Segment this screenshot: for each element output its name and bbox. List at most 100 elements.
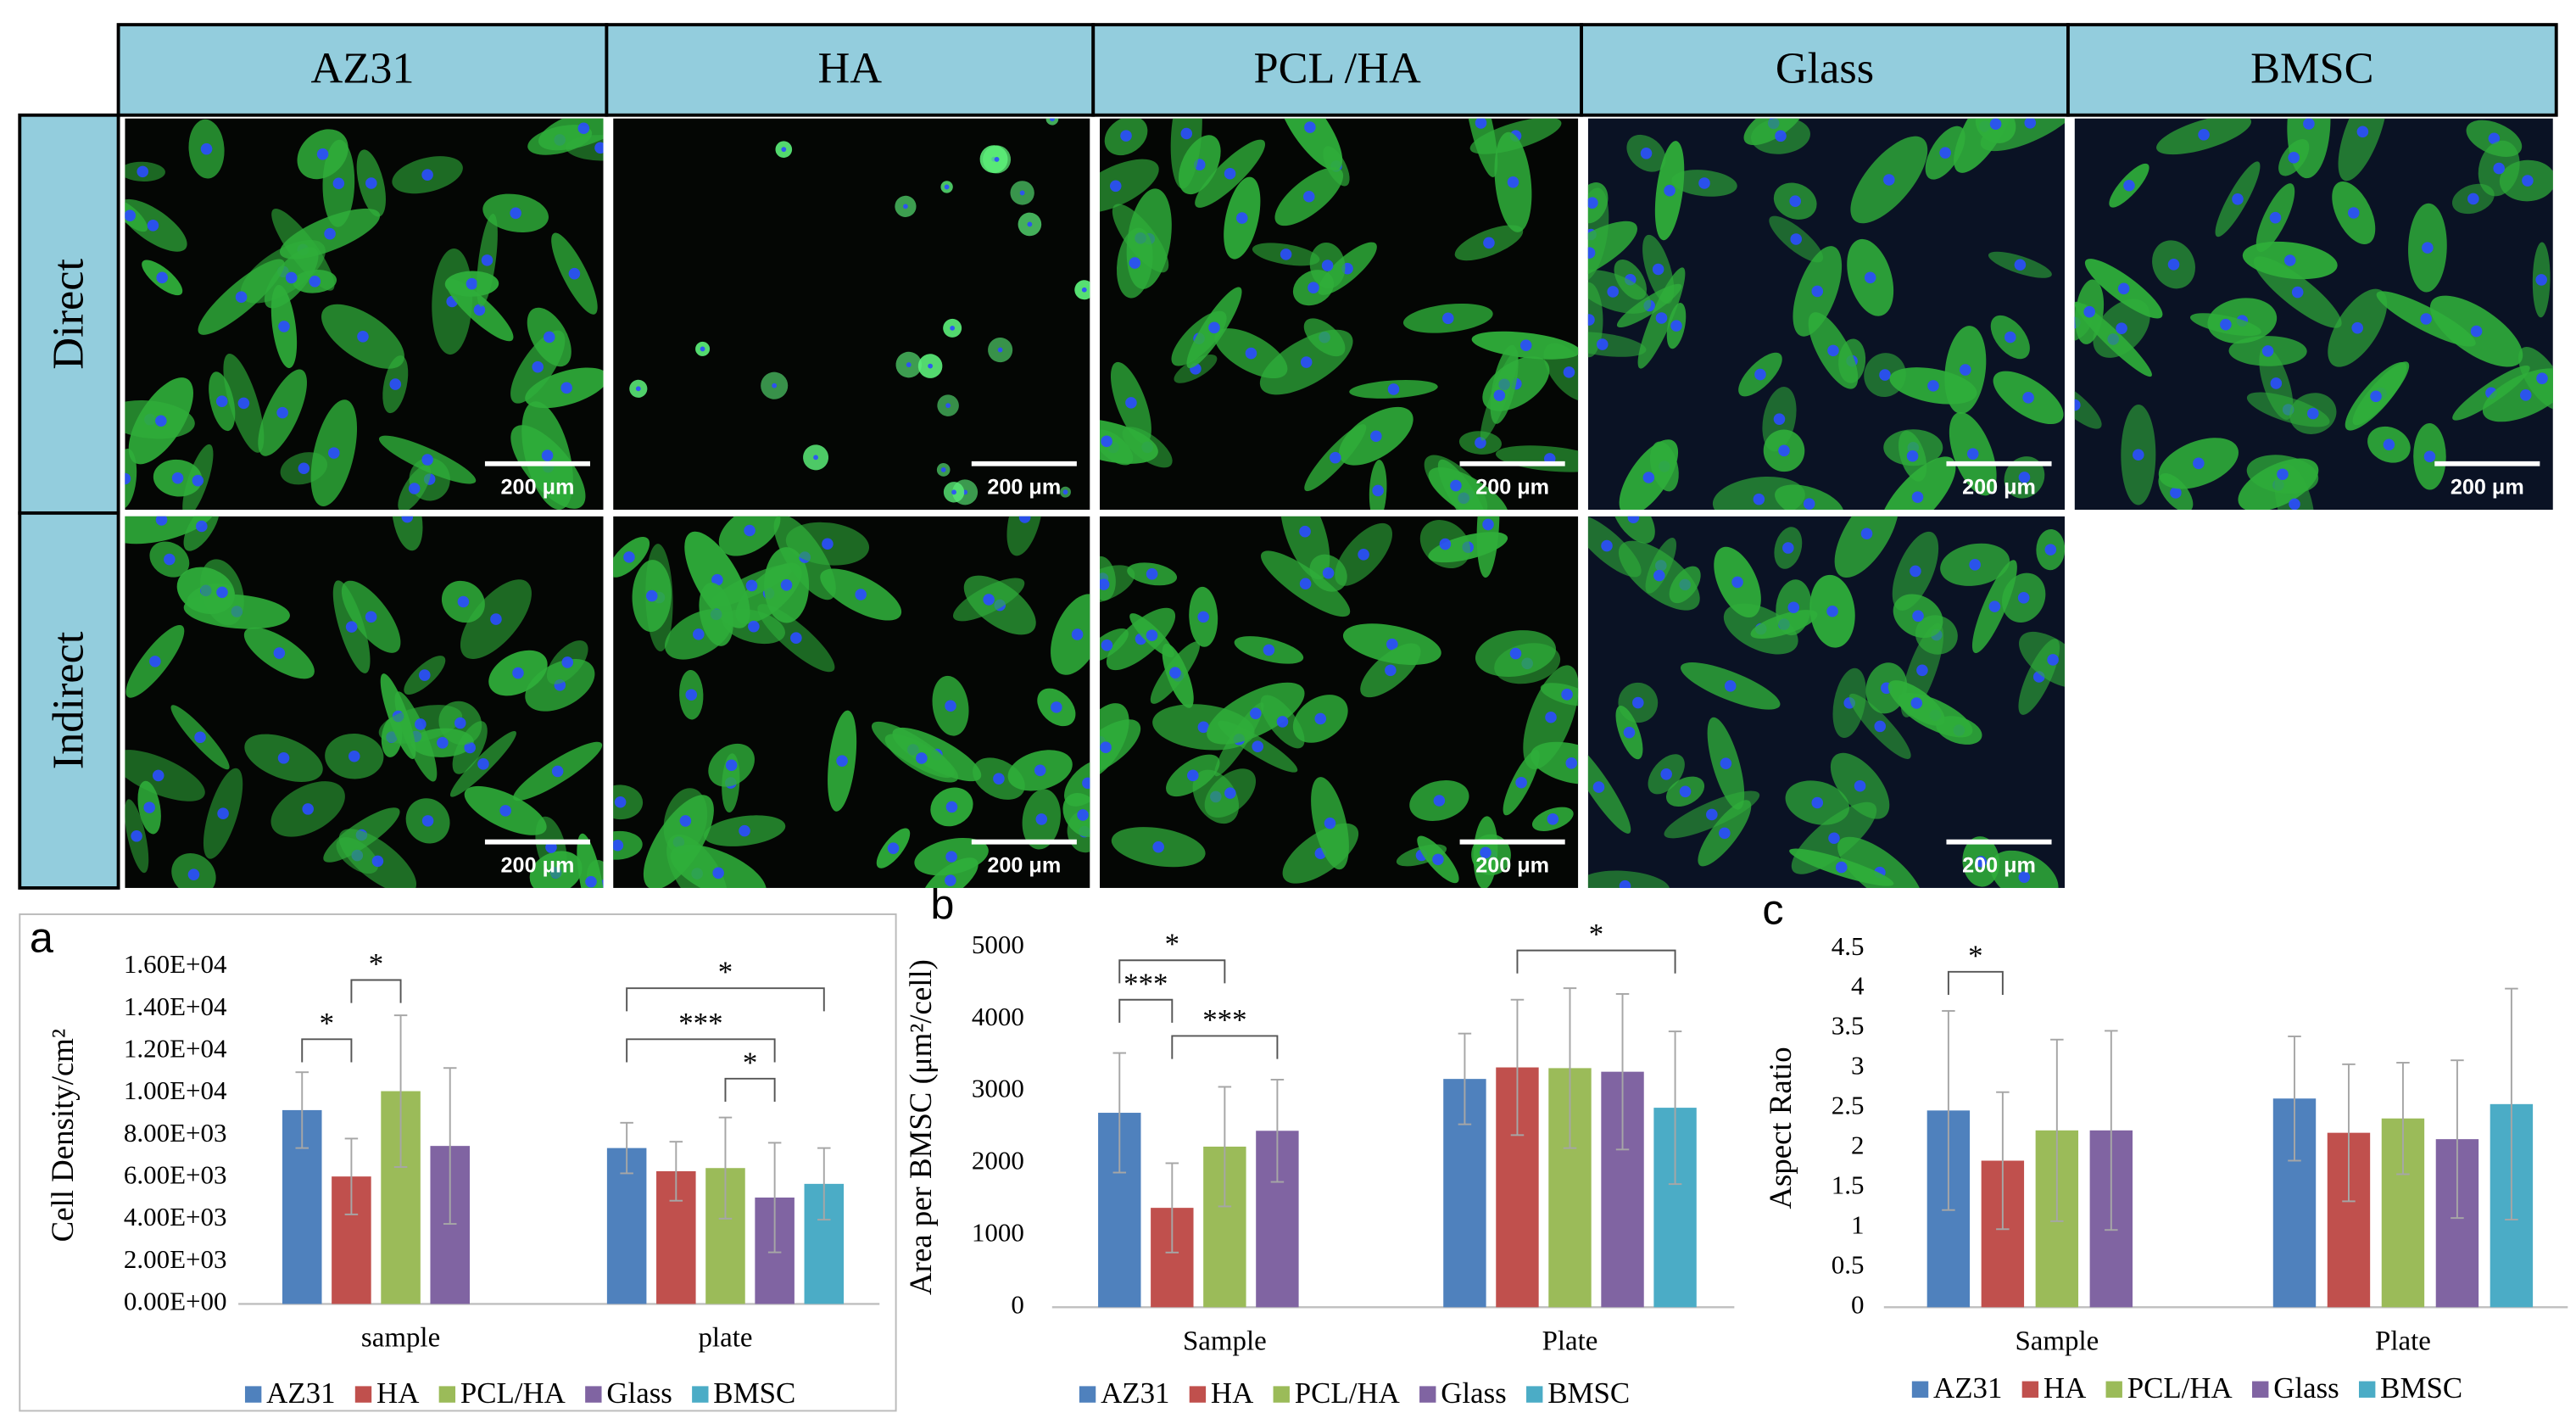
nucleus	[1545, 711, 1557, 723]
nucleus	[2123, 179, 2135, 192]
column-label: PCL /HA	[1254, 43, 1421, 92]
nucleus	[645, 589, 658, 602]
nucleus	[1607, 286, 1619, 298]
nucleus	[457, 595, 470, 608]
nucleus	[1778, 444, 1790, 457]
nucleus	[2383, 438, 2395, 451]
nucleus	[2351, 321, 2364, 334]
nucleus	[1653, 569, 1665, 582]
nucleus	[2024, 118, 2037, 129]
y-axis-label: Area per BMSC (μm²/cell)	[903, 959, 938, 1295]
significance-label: ***	[678, 1007, 722, 1040]
y-tick-label: 3000	[972, 1074, 1024, 1103]
nucleus	[744, 524, 756, 537]
nucleus	[635, 386, 641, 392]
nucleus	[1883, 174, 1895, 186]
error-bar	[620, 1121, 633, 1175]
nucleus	[365, 177, 377, 189]
nucleus	[437, 736, 449, 749]
legend-swatch	[2252, 1381, 2269, 1398]
nucleus	[512, 667, 524, 679]
significance-label: *	[743, 1046, 757, 1079]
nucleus	[155, 415, 167, 427]
nucleus	[945, 403, 951, 409]
nucleus	[2232, 193, 2244, 205]
nucleus	[1596, 338, 1609, 350]
nucleus	[1329, 451, 1341, 464]
nucleus	[1018, 516, 1031, 523]
y-tick-label: 2000	[972, 1146, 1024, 1175]
nucleus	[332, 177, 345, 190]
nucleus	[2536, 372, 2548, 384]
nucleus	[1910, 565, 1921, 578]
error-bar	[1996, 1091, 2010, 1231]
nucleus	[1773, 413, 1786, 425]
nucleus	[1101, 639, 1113, 651]
nucleus	[1386, 638, 1398, 651]
y-tick-label: 0.00E+00	[124, 1287, 227, 1316]
nucleus	[928, 363, 934, 369]
legend-label: PCL/HA	[2127, 1371, 2233, 1404]
nucleus	[1989, 118, 2002, 130]
nucleus	[613, 839, 624, 852]
nucleus	[2347, 207, 2360, 219]
nucleus	[1587, 247, 1596, 259]
scale-bar-label: 200 μm	[2451, 475, 2524, 499]
significance-label: *	[369, 947, 383, 980]
y-tick-label: 1.5	[1832, 1170, 1865, 1200]
nucleus	[464, 741, 476, 754]
error-bar	[1942, 1009, 1955, 1211]
nucleus	[1250, 707, 1262, 719]
legend-label: HA	[376, 1377, 419, 1410]
nucleus	[997, 347, 1003, 353]
micrograph: 200 μm	[1100, 516, 1579, 888]
error-bar	[295, 1071, 309, 1149]
micrograph: 200 μm	[125, 516, 604, 888]
nucleus	[1988, 600, 2001, 612]
nucleus	[813, 455, 818, 461]
nucleus	[1640, 147, 1653, 159]
nucleus	[679, 815, 692, 827]
nucleus	[1698, 177, 1710, 189]
nucleus	[2018, 871, 2031, 883]
y-tick-label: 4.00E+03	[124, 1202, 227, 1231]
micrograph: 200 μm	[1100, 118, 1579, 511]
nucleus	[278, 321, 290, 332]
nucleus	[2522, 175, 2534, 187]
nucleus	[945, 700, 956, 712]
nucleus	[149, 656, 161, 667]
nucleus	[348, 750, 360, 762]
nucleus	[196, 520, 208, 533]
error-bar	[2342, 1063, 2356, 1203]
error-bar	[767, 1142, 782, 1254]
nucleus	[1632, 696, 1644, 709]
nucleus	[1480, 846, 1492, 859]
nucleus	[1101, 435, 1112, 448]
header-cell	[605, 23, 1096, 117]
nucleus	[1475, 118, 1487, 129]
nucleus	[2014, 259, 2027, 271]
nucleus	[2519, 389, 2532, 401]
nucleus	[916, 752, 928, 764]
nucleus	[1019, 190, 1025, 196]
nucleus	[1252, 740, 1264, 753]
nucleus	[454, 717, 466, 729]
legend-label: BMSC	[713, 1377, 795, 1410]
nucleus	[1587, 197, 1598, 209]
nucleus	[510, 207, 521, 220]
legend-label: PCL/HA	[460, 1377, 566, 1410]
nucleus	[1385, 664, 1397, 677]
nucleus	[1854, 779, 1866, 792]
nucleus	[1321, 260, 1334, 271]
nucleus	[156, 271, 168, 284]
significance-label: ***	[1124, 967, 1168, 1000]
nucleus	[2289, 498, 2300, 511]
nucleus	[951, 489, 956, 495]
y-axis-label: Aspect Ratio	[1763, 1047, 1798, 1209]
nucleus	[1224, 787, 1236, 799]
micrograph: 200 μm	[613, 118, 1090, 511]
nucleus	[217, 807, 229, 819]
nucleus	[1197, 611, 1209, 623]
nucleus	[125, 472, 131, 485]
nucleus	[994, 156, 1000, 162]
